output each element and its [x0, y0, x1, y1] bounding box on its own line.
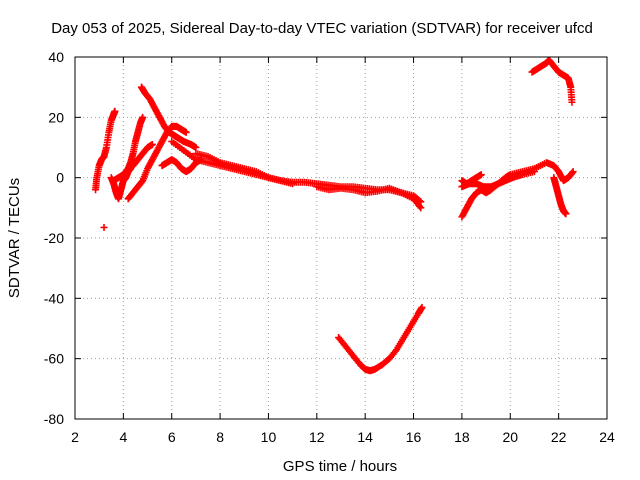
x-tick-label: 14: [357, 429, 373, 445]
x-tick-label: 24: [599, 429, 615, 445]
data-point: [530, 168, 538, 176]
y-tick-label: -60: [44, 351, 64, 367]
data-points: [92, 56, 577, 375]
series-arc-9: [168, 137, 425, 206]
x-tick-label: 20: [502, 429, 518, 445]
x-tick-label: 6: [168, 429, 176, 445]
data-point: [568, 98, 576, 106]
grid: [75, 57, 607, 419]
x-tick-label: 18: [454, 429, 470, 445]
data-point: [111, 107, 119, 115]
series-arc-17: [528, 56, 576, 106]
data-point: [568, 169, 576, 177]
y-tick-label: 20: [48, 109, 64, 125]
data-point: [569, 168, 577, 176]
y-tick-label: 0: [56, 170, 64, 186]
series-arc-5: [124, 113, 147, 173]
series-arc-10: [192, 150, 297, 188]
data-point: [289, 180, 297, 188]
y-tick-label: 40: [48, 49, 64, 65]
data-point: [416, 202, 424, 210]
y-axis-label: SDTVAR / TECUs: [6, 178, 23, 298]
series-arc-7: [124, 122, 190, 203]
series-arc-16: [550, 174, 570, 218]
series-arc-11: [313, 183, 425, 212]
data-point: [192, 144, 200, 151]
series-arc-2: [100, 223, 108, 231]
x-tick-label: 12: [309, 429, 325, 445]
y-tick-label: -20: [44, 230, 64, 246]
data-point: [477, 171, 485, 179]
data-point: [182, 128, 190, 136]
plot-frame: [74, 56, 608, 420]
x-tick-label: 8: [216, 429, 224, 445]
x-axis-label: GPS time / hours: [283, 458, 397, 475]
x-tick-label: 4: [119, 429, 127, 445]
x-tick-label: 2: [71, 429, 79, 445]
x-tick-label: 16: [406, 429, 422, 445]
x-tick-label: 10: [261, 429, 277, 445]
data-point: [418, 303, 426, 311]
data-point: [100, 223, 108, 231]
data-point: [391, 347, 399, 355]
y-tick-label: -80: [44, 411, 64, 427]
series-arc-1: [92, 107, 119, 194]
series-arc-12: [335, 303, 426, 375]
data-point: [139, 113, 147, 121]
x-tick-label: 22: [551, 429, 567, 445]
data-point: [417, 204, 425, 212]
chart-title: Day 053 of 2025, Sidereal Day-to-day VTE…: [51, 20, 593, 37]
series-arc-15: [458, 171, 485, 188]
data-point: [562, 210, 570, 218]
y-tick-label: -40: [44, 290, 64, 306]
data-point: [148, 140, 156, 148]
